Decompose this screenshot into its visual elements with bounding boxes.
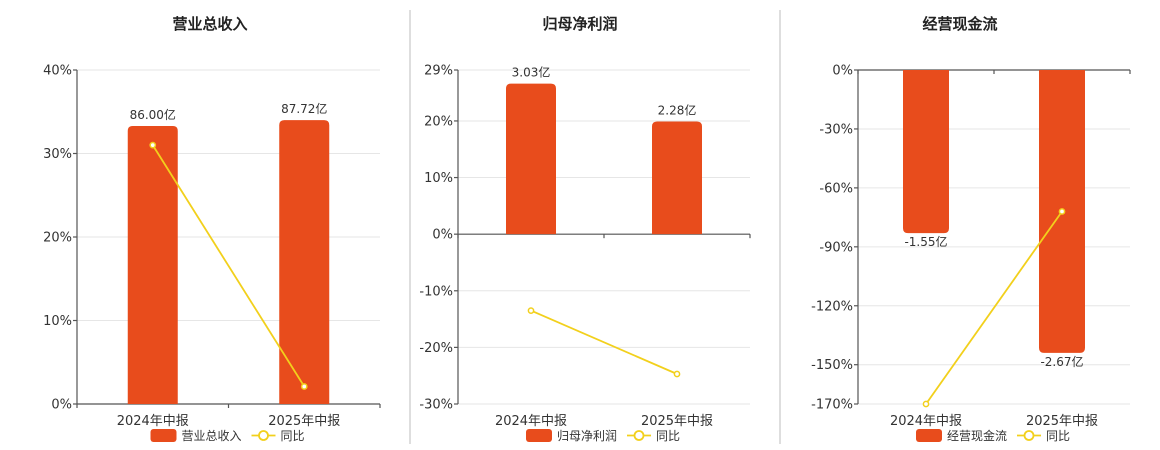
data-label: 2.28亿 xyxy=(658,103,697,118)
bar xyxy=(903,70,949,234)
bar xyxy=(279,120,330,404)
legend-bar-swatch xyxy=(526,429,552,442)
legend-line-label: 同比 xyxy=(281,429,305,443)
bar xyxy=(652,121,702,235)
legend-bar-label: 归母净利润 xyxy=(557,429,617,443)
y-tick-label: -90% xyxy=(819,240,853,255)
y-tick-label: -30% xyxy=(419,398,453,413)
legend-line-marker xyxy=(258,430,269,441)
y-tick-label: -20% xyxy=(419,341,453,356)
y-tick-label: 29% xyxy=(424,64,453,79)
x-tick-label: 2024年中报 xyxy=(495,414,567,429)
legend-bar-label: 经营现金流 xyxy=(947,428,1007,443)
yoy-line xyxy=(530,309,678,375)
y-tick-label: 0% xyxy=(432,228,453,243)
bar xyxy=(506,83,556,235)
y-tick-label: -60% xyxy=(819,181,853,196)
y-tick-label: 10% xyxy=(424,171,453,186)
legend-bar-swatch xyxy=(916,429,942,442)
y-tick-label: 10% xyxy=(43,314,72,329)
chart-title: 归母净利润 xyxy=(542,15,617,33)
y-tick-label: 20% xyxy=(43,231,72,246)
yoy-point xyxy=(300,383,308,390)
yoy-point xyxy=(1058,208,1066,215)
x-tick-label: 2025年中报 xyxy=(641,414,713,429)
yoy-point xyxy=(149,141,157,149)
y-tick-label: 0% xyxy=(832,64,853,79)
y-tick-label: 40% xyxy=(43,64,72,79)
y-tick-label: -120% xyxy=(811,299,853,314)
y-tick-label: -10% xyxy=(419,284,453,299)
yoy-point xyxy=(922,400,930,408)
chart-title: 经营现金流 xyxy=(922,15,997,33)
chart-panel-net-profit: 归母净利润 -30% -20% -10% 0% 10% 20% 29% 3.03亿 2.28亿 20… xyxy=(419,15,751,443)
y-tick-label: 30% xyxy=(43,147,72,162)
data-label: -1.55亿 xyxy=(904,234,947,249)
y-tick-label: 20% xyxy=(424,114,453,129)
bar xyxy=(127,125,178,404)
y-tick-label: -30% xyxy=(819,122,853,137)
legend-line-marker xyxy=(633,430,645,441)
data-label: -2.67亿 xyxy=(1040,354,1083,369)
legend-line-label: 同比 xyxy=(656,429,680,443)
data-label: 86.00亿 xyxy=(130,107,176,122)
x-tick-label: 2024年中报 xyxy=(890,414,962,429)
legend-bar-label: 营业总收入 xyxy=(182,429,242,443)
yoy-point xyxy=(527,307,535,314)
yoy-line xyxy=(151,144,306,387)
x-tick-label: 2025年中报 xyxy=(268,414,340,429)
chart-panel-revenue: 营业总收入 0% 10% 20% 30% 40% 86.00亿 87.72亿 2024年中报 20… xyxy=(43,15,381,443)
y-tick-label: -150% xyxy=(811,358,853,373)
yoy-line xyxy=(925,210,1063,405)
chart-panel-operating-cashflow: 经营现金流 -170% -150% -120% -90% -60% -30% 0% -1.55亿… xyxy=(811,15,1131,443)
legend-line-label: 同比 xyxy=(1046,429,1070,443)
chart-title: 营业总收入 xyxy=(172,15,247,33)
yoy-point xyxy=(673,370,681,378)
y-tick-label: -170% xyxy=(811,398,853,413)
y-tick-label: 0% xyxy=(51,398,72,413)
legend-line-marker xyxy=(1023,430,1035,441)
data-label: 3.03亿 xyxy=(512,65,551,80)
data-label: 87.72亿 xyxy=(281,101,327,116)
x-tick-label: 2025年中报 xyxy=(1026,414,1098,429)
x-tick-label: 2024年中报 xyxy=(117,414,189,429)
legend-bar-swatch xyxy=(150,429,177,442)
